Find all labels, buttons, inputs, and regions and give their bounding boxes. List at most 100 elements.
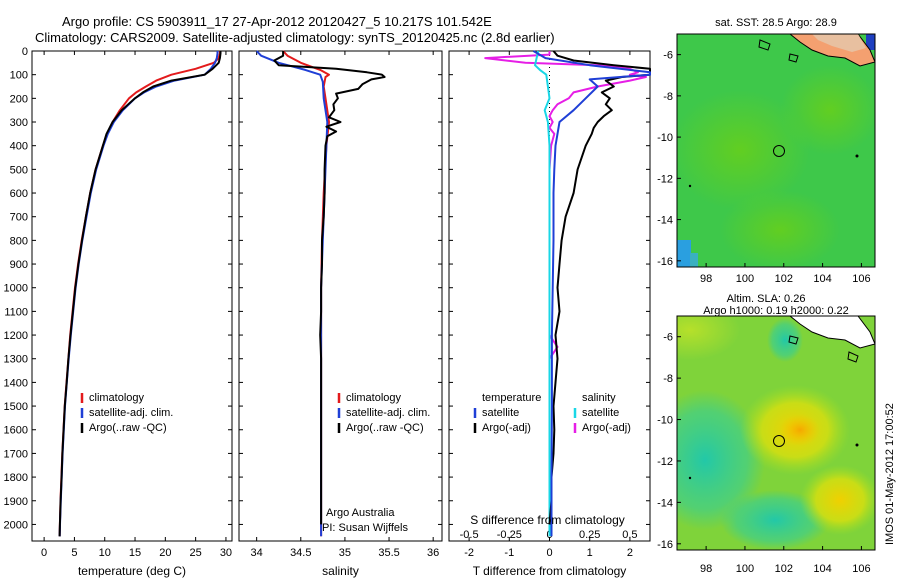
sumatra-landmass-fill [812, 34, 866, 52]
temperature-axis-label: temperature (deg C) [78, 564, 186, 578]
t-difference-axis-label: T difference from climatology [473, 564, 627, 578]
salinity-xtick-label: 34 [251, 547, 263, 559]
salinity-difference-tick-label: -0.25 [497, 529, 522, 541]
sst-warm-patch [780, 65, 875, 155]
difference-temperature-series-line [532, 50, 651, 537]
difference-salinity-series-line [534, 50, 551, 537]
depth-ytick-label: 1800 [4, 472, 28, 484]
depth-ytick-label: 1500 [4, 401, 28, 413]
sumatra-landmass [789, 316, 875, 349]
temperature-panel: 0100200300400500600700800900100011001200… [4, 46, 233, 578]
depth-ytick-label: 200 [10, 93, 28, 105]
temperature-xtick-label: 20 [159, 547, 171, 559]
temperature-legend-label: climatology [89, 392, 145, 404]
sst-map-title: sat. SST: 28.5 Argo: 28.9 [715, 17, 837, 29]
sla-high-region [677, 316, 740, 360]
island-dot [688, 476, 692, 480]
salinity-difference-tick-label: 0.5 [622, 529, 637, 541]
header-title-line2: Climatology: CARS2009. Satellite-adjuste… [35, 30, 555, 45]
temperature-panel-frame [31, 50, 233, 542]
imos-timestamp-label: IMOS 01-May-2012 17:00:52 [884, 403, 896, 545]
depth-ytick-label: 1700 [4, 448, 28, 460]
temperature-series-line [58, 51, 219, 537]
map-ytick-label: -6 [663, 332, 673, 344]
salinity-legend-label: Argo(..raw -QC) [346, 422, 424, 434]
depth-ytick-label: 2000 [4, 519, 28, 531]
temperature-difference-xtick-label: 1 [587, 547, 593, 559]
salinity-series-line [255, 50, 329, 537]
argo-position-marker [773, 145, 785, 157]
island-outline [788, 53, 799, 63]
sst-cool-patch [677, 240, 691, 267]
depth-ytick-label: 700 [10, 212, 28, 224]
map-xtick-label: 102 [775, 563, 793, 575]
s-difference-axis-label: S difference from climatology [470, 513, 625, 527]
sla-map-subtitle: Argo h1000: 0.19 h2000: 0.22 [703, 305, 849, 317]
island-outline [758, 39, 771, 51]
map-xtick-label: 104 [813, 563, 831, 575]
map-xtick-label: 106 [852, 563, 870, 575]
map-ytick-label: -6 [663, 50, 673, 62]
temperature-legend-label: Argo(..raw -QC) [89, 422, 167, 434]
temperature-xtick-label: 5 [71, 547, 77, 559]
map-xtick-label: 100 [736, 563, 754, 575]
sla-low-region [767, 318, 803, 362]
island-outline [788, 335, 799, 345]
map-ytick-label: -16 [657, 539, 673, 551]
temperature-xtick-label: 0 [41, 547, 47, 559]
sst-warm-patch [720, 190, 840, 267]
temperature-difference-xtick-label: 0 [546, 547, 552, 559]
depth-ytick-label: 1300 [4, 354, 28, 366]
salinity-legend-title: salinity [582, 392, 616, 404]
salinity-legend-label: satellite-adj. clim. [346, 407, 430, 419]
temperature-xtick-label: 15 [129, 547, 141, 559]
difference-salinity-series-line [484, 51, 647, 525]
sst-warm-patch [677, 90, 810, 210]
temperature-difference-xtick-label: 2 [627, 547, 633, 559]
depth-ytick-label: 1100 [4, 306, 28, 318]
depth-ytick-label: 100 [10, 70, 28, 82]
argo-position-marker [773, 435, 785, 447]
depth-ytick-label: 1200 [4, 330, 28, 342]
map-xtick-label: 106 [852, 273, 870, 285]
map-ytick-label: -8 [663, 91, 673, 103]
map-xtick-label: 98 [700, 273, 712, 285]
depth-ytick-label: 800 [10, 235, 28, 247]
difference-temperature-series-line [548, 50, 651, 525]
salinity-xtick-label: 36 [427, 547, 439, 559]
depth-ytick-label: 300 [10, 117, 28, 129]
sst-cool-patch [690, 253, 698, 267]
map-ytick-label: -14 [657, 497, 673, 509]
island-dot [855, 443, 859, 447]
depth-ytick-label: 1900 [4, 496, 28, 508]
salinity-legend-label: climatology [346, 392, 402, 404]
map-ytick-label: -12 [657, 456, 673, 468]
map-ytick-label: -14 [657, 215, 673, 227]
map-xtick-label: 98 [700, 563, 712, 575]
difference-legend-label: satellite [582, 407, 619, 419]
map-xtick-label: 102 [775, 273, 793, 285]
temperature-difference-xtick-label: -1 [504, 547, 514, 559]
sst-map-panel: sat. SST: 28.5 Argo: 28.9 98 100 102 104 106… [657, 17, 876, 285]
sla-map-title: Altim. SLA: 0.26 [727, 293, 806, 305]
depth-ytick-label: 1600 [4, 425, 28, 437]
sla-map-frame [676, 315, 876, 551]
temperature-legend-label: satellite-adj. clim. [89, 407, 173, 419]
depth-ytick-label: 0 [22, 46, 28, 58]
salinity-difference-tick-label: 0.25 [579, 529, 600, 541]
temperature-legend-title: temperature [482, 392, 541, 404]
depth-ytick-label: 500 [10, 164, 28, 176]
salinity-panel-frame [238, 50, 443, 542]
sla-high-region [800, 465, 875, 535]
sla-map-panel: Altim. SLA: 0.26 Argo h1000: 0.19 h2000:… [657, 293, 876, 575]
header-title-line1: Argo profile: CS 5903911_17 27-Apr-2012 … [62, 14, 492, 29]
salinity-series-line [273, 51, 386, 525]
temperature-series-line [58, 51, 222, 537]
depth-ytick-label: 600 [10, 188, 28, 200]
salinity-annotation: Argo Australia [326, 507, 395, 519]
salinity-xtick-label: 34.5 [290, 547, 311, 559]
difference-legend-label: Argo(-adj) [482, 422, 531, 434]
depth-ytick-label: 900 [10, 259, 28, 271]
sla-peak-region [780, 414, 820, 446]
